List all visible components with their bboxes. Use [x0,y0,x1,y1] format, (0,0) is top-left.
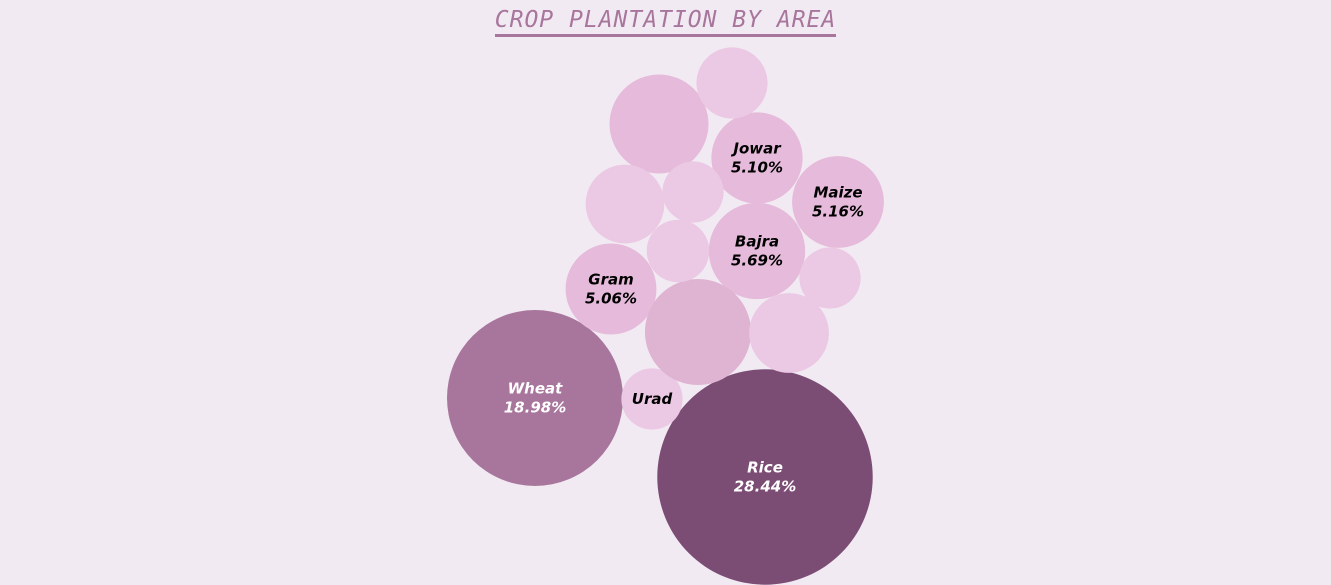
bubble-maize [792,156,884,248]
bubble-label-jowar: Jowar [730,140,782,158]
bubble-urad [621,368,683,430]
bubble-label-bajra: Bajra [735,233,779,251]
bubble-percent-rice: 28.44% [734,478,796,496]
bubble-unlabeled [696,47,768,119]
bubble-jowar [711,112,803,204]
bubble-percent-maize: 5.16% [812,203,864,221]
bubble-rice [657,369,873,585]
bubble-percent-bajra: 5.69% [731,252,783,270]
chart-title: CROP PLANTATION BY AREA [494,7,837,37]
bubble-unlabeled [662,161,724,223]
bubble-wheat [446,309,624,487]
bubble-unlabeled [585,164,665,244]
bubble-label-maize: Maize [813,184,862,202]
chart-title-wrap: CROP PLANTATION BY AREA [0,7,1331,37]
bubble-percent-gram: 5.06% [585,290,637,308]
bubble-unlabeled [646,219,710,283]
bubble-label-gram: Gram [588,271,633,289]
bubble-unlabeled [609,74,709,174]
bubble-unlabeled [644,278,752,386]
bubble-label-wheat: Wheat [508,380,564,398]
bubble-percent-wheat: 18.98% [504,399,566,417]
bubble-gram [565,243,657,335]
bubble-percent-jowar: 5.10% [731,159,783,177]
bubble-label-urad: Urad [632,390,673,408]
bubble-unlabeled [799,247,861,309]
bubble-bajra [708,202,806,300]
bubble-unlabeled [749,293,829,373]
bubble-label-rice: Rice [747,459,783,477]
